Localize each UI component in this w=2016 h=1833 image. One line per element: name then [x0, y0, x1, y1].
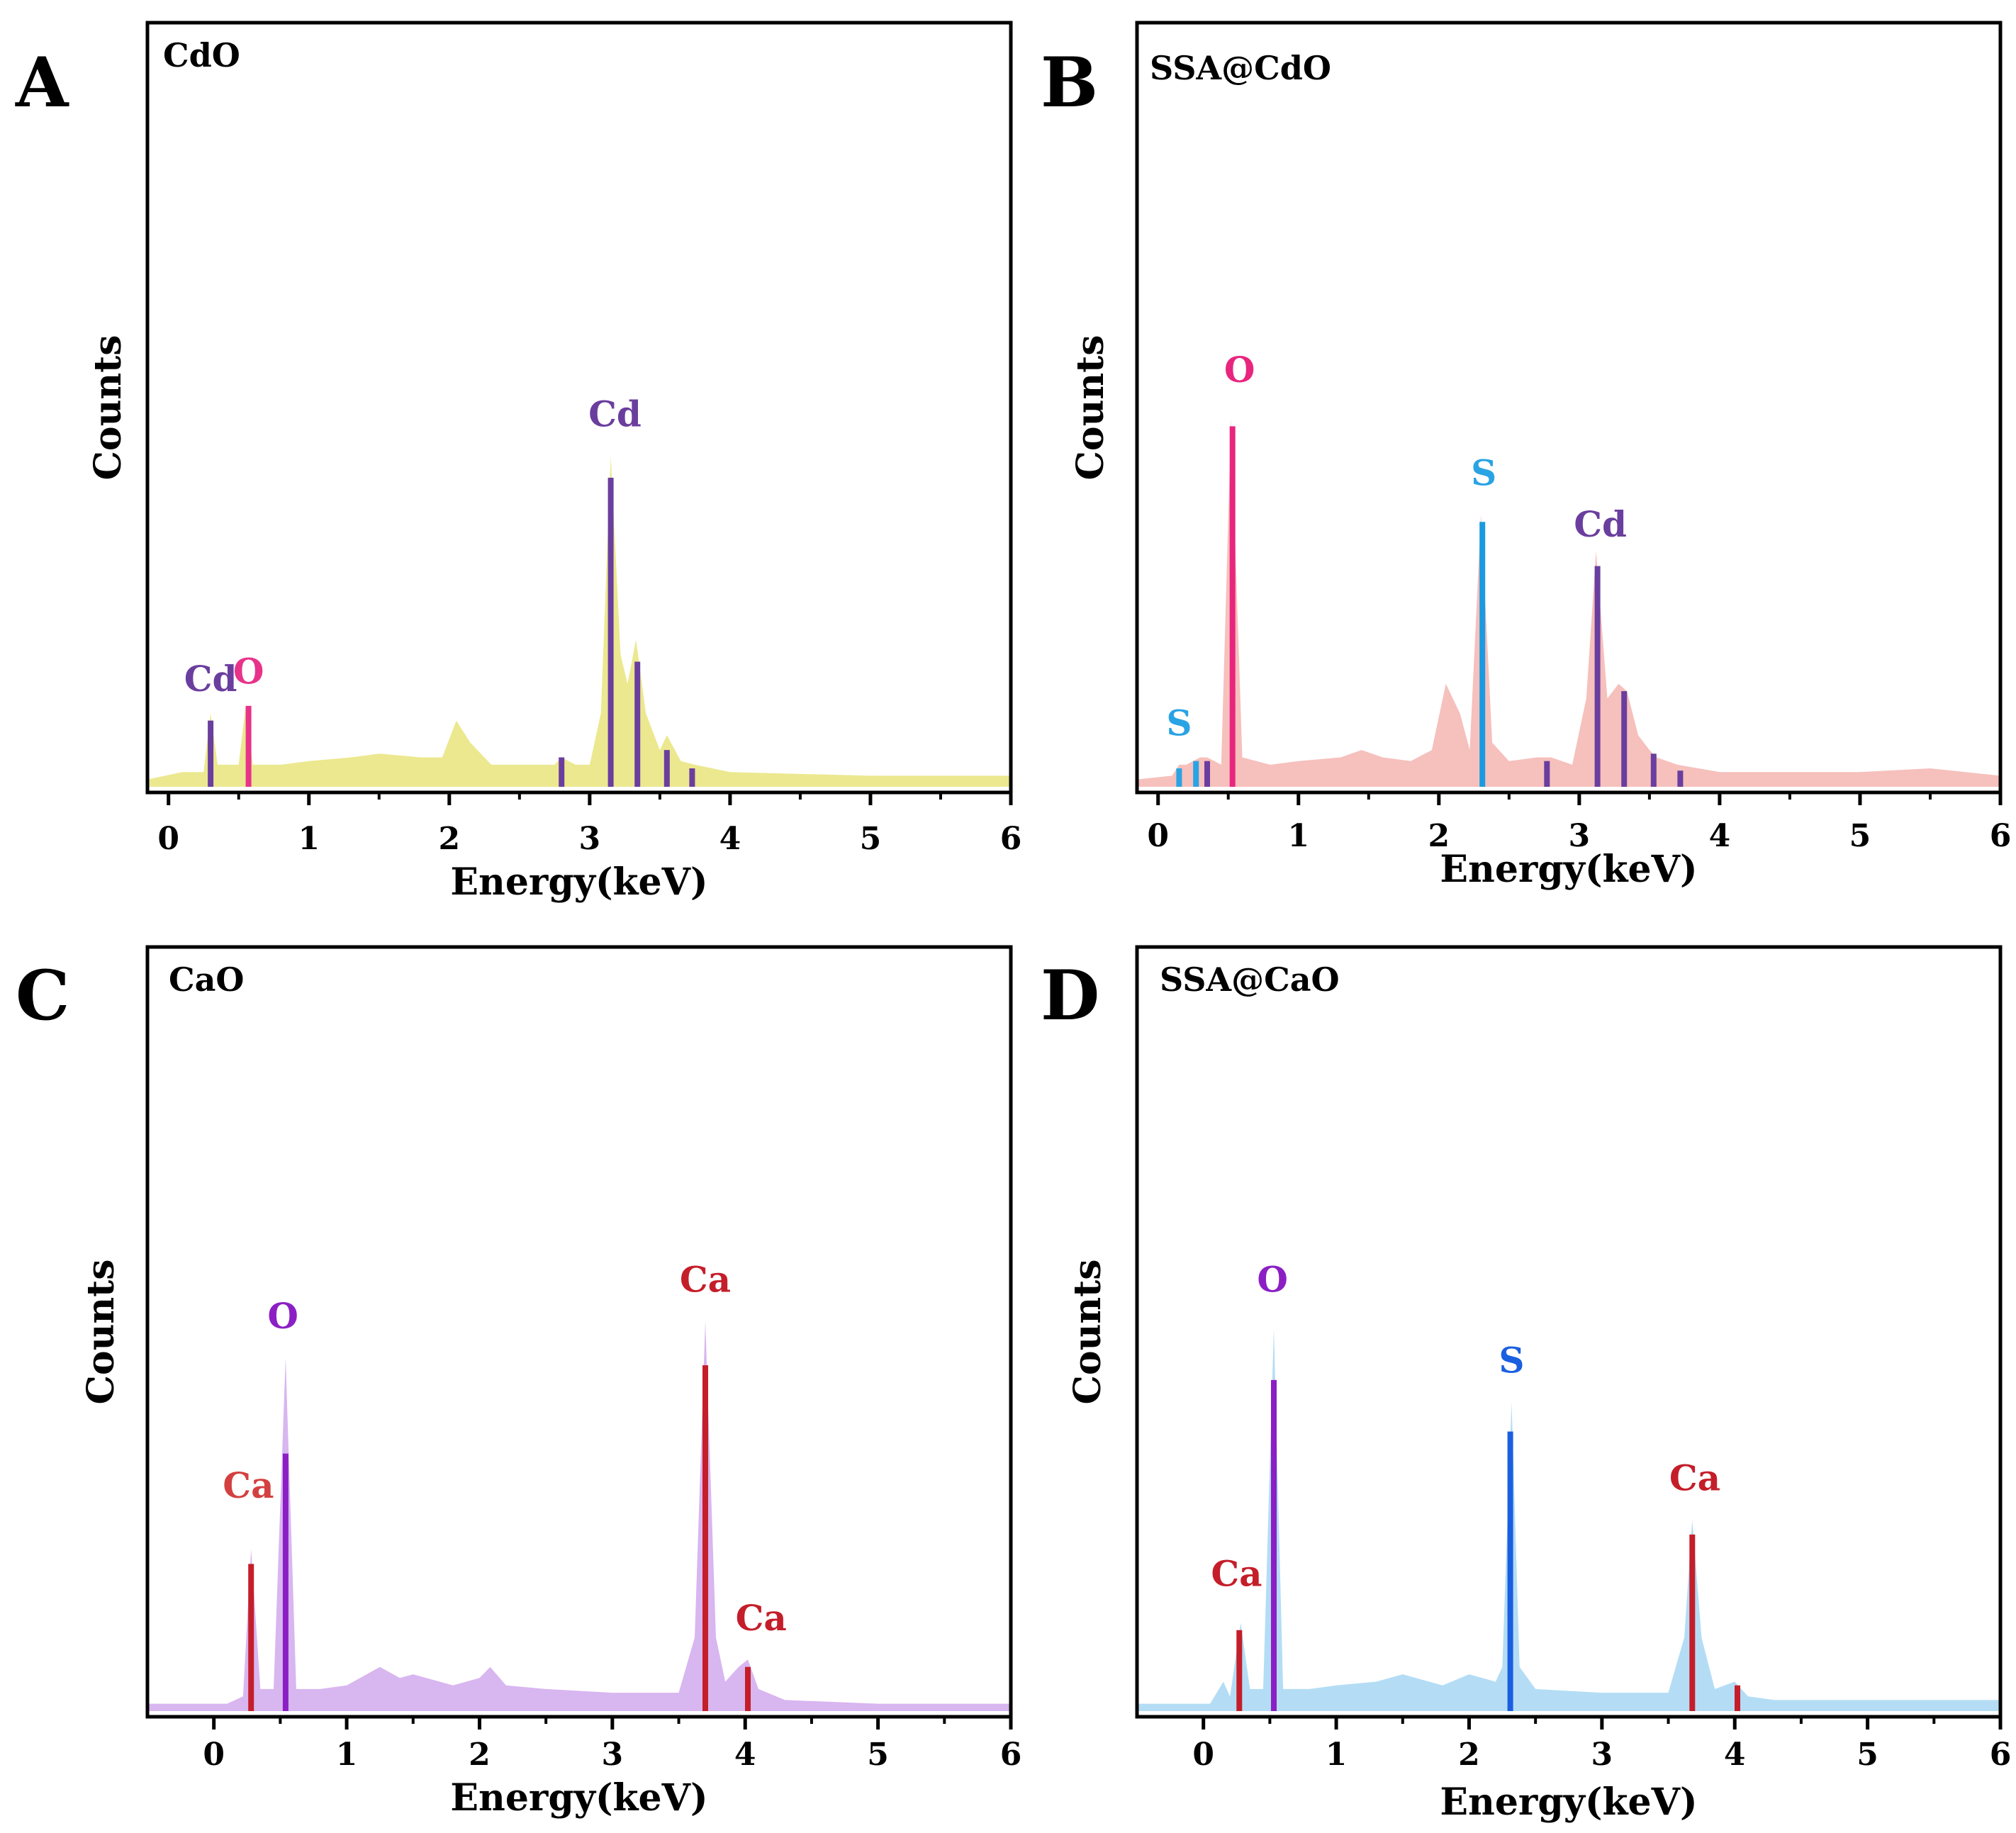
panel-title: SSA@CdO: [1150, 49, 1331, 87]
element-line-8: [1650, 753, 1657, 787]
x-axis-label: Energy(keV): [1440, 1781, 1697, 1824]
x-tick-label: 5: [1849, 818, 1871, 854]
peak-label-1: O: [233, 651, 264, 693]
element-line-5: [663, 750, 670, 787]
x-tick-label: 3: [1569, 818, 1591, 854]
plot-frame: [145, 945, 1013, 1719]
spectrum-area: [1137, 419, 2000, 787]
x-tick-label: 2: [438, 821, 460, 857]
peak-label-3: Ca: [736, 1597, 787, 1639]
x-tick-label: 6: [1000, 1737, 1022, 1773]
x-tick-label: 6: [1990, 818, 2012, 854]
panel-letter: A: [15, 43, 69, 123]
peak-label-1: O: [1257, 1258, 1288, 1300]
x-tick-label: 1: [298, 821, 320, 857]
plot-frame: [145, 21, 1013, 795]
x-tick-label: 5: [1857, 1737, 1878, 1773]
x-tick-label: 1: [1287, 818, 1309, 854]
x-axis-label: Energy(keV): [1440, 848, 1697, 891]
x-tick-label: 4: [734, 1737, 756, 1773]
element-line-6: [689, 768, 695, 787]
spectrum-area: [147, 1321, 1011, 1711]
peak-label-2: Cd: [588, 393, 642, 435]
element-line-0: [208, 720, 214, 787]
element-line-3: [607, 478, 614, 787]
element-line-2: [559, 757, 565, 787]
peak-label-1: O: [267, 1295, 298, 1337]
element-line-3: [1689, 1534, 1696, 1711]
element-line-2: [1204, 761, 1210, 787]
x-tick-label: 0: [203, 1737, 225, 1773]
x-tick-label: 2: [1458, 1737, 1480, 1773]
element-line-4: [1735, 1685, 1740, 1711]
element-line-3: [745, 1666, 751, 1711]
element-line-6: [1594, 566, 1601, 787]
x-tick-label: 5: [860, 821, 882, 857]
peak-label-0: Ca: [223, 1464, 274, 1506]
y-axis-label: Counts: [1069, 335, 1112, 481]
x-tick-label: 0: [1192, 1737, 1214, 1773]
x-tick-label: 0: [157, 821, 179, 857]
plot-frame: [1135, 945, 2003, 1719]
x-tick-label: 3: [579, 821, 601, 857]
peak-label-0: S: [1166, 702, 1192, 744]
panel-letter: C: [16, 955, 69, 1036]
element-line-2: [702, 1365, 708, 1711]
x-tick-label: 2: [469, 1737, 491, 1773]
panel-title: CaO: [169, 960, 245, 999]
x-tick-label: 1: [1326, 1737, 1348, 1773]
x-tick-label: 3: [602, 1737, 624, 1773]
x-tick-label: 4: [1709, 818, 1731, 854]
x-tick-label: 3: [1591, 1737, 1613, 1773]
panel-d: 0 1 2 3 4 5 6 Ca O S Ca SSA@CaO D Energy(keV) Counts: [1041, 945, 2012, 1824]
peak-label-1: O: [1224, 349, 1255, 391]
peak-label-2: S: [1499, 1340, 1524, 1381]
spectrum-area: [147, 455, 1011, 787]
x-tick-label: 4: [1724, 1737, 1746, 1773]
peak-label-0: Ca: [1211, 1553, 1262, 1595]
x-tick-label: 6: [1000, 821, 1022, 857]
x-tick-label: 5: [867, 1737, 889, 1773]
x-tick-label: 1: [336, 1737, 358, 1773]
spectrum-area: [1137, 1328, 2000, 1711]
panel-b: 0 1 2 3 4 5 6 S O S Cd SSA@CdO B Energy(keV) Counts: [1041, 21, 2012, 891]
element-line-1: [1271, 1379, 1277, 1711]
element-line-4: [634, 661, 641, 787]
peak-label-3: Ca: [1669, 1457, 1720, 1499]
y-axis-label: Counts: [79, 1260, 123, 1405]
element-line-2: [1507, 1431, 1513, 1711]
element-line-9: [1677, 770, 1684, 787]
element-line-1: [1193, 761, 1199, 787]
plot-frame: [1135, 21, 2003, 795]
x-axis-label: Energy(keV): [450, 861, 707, 904]
x-axis-label: Energy(keV): [450, 1776, 707, 1820]
element-line-1: [282, 1453, 289, 1711]
peak-label-2: Ca: [680, 1258, 731, 1300]
peak-label-0: Cd: [184, 658, 237, 700]
x-tick-label: 2: [1428, 818, 1450, 854]
element-line-3: [1229, 426, 1236, 787]
peak-label-2: S: [1471, 452, 1496, 493]
panel-title: SSA@CaO: [1160, 960, 1340, 999]
panel-title: CdO: [163, 36, 240, 74]
element-line-1: [245, 705, 252, 787]
y-axis-label: Counts: [1066, 1260, 1109, 1405]
element-line-5: [1544, 761, 1550, 787]
x-tick-label: 6: [1990, 1737, 2012, 1773]
panel-letter: B: [1041, 43, 1098, 123]
panel-letter: D: [1041, 955, 1099, 1036]
element-line-0: [248, 1564, 254, 1711]
y-axis-label: Counts: [86, 335, 130, 481]
x-tick-label: 4: [719, 821, 741, 857]
x-tick-label: 0: [1147, 818, 1169, 854]
element-line-7: [1621, 691, 1628, 787]
element-line-0: [1176, 768, 1182, 787]
peak-label-3: Cd: [1574, 503, 1627, 545]
element-line-4: [1479, 522, 1486, 787]
element-line-0: [1236, 1630, 1243, 1711]
